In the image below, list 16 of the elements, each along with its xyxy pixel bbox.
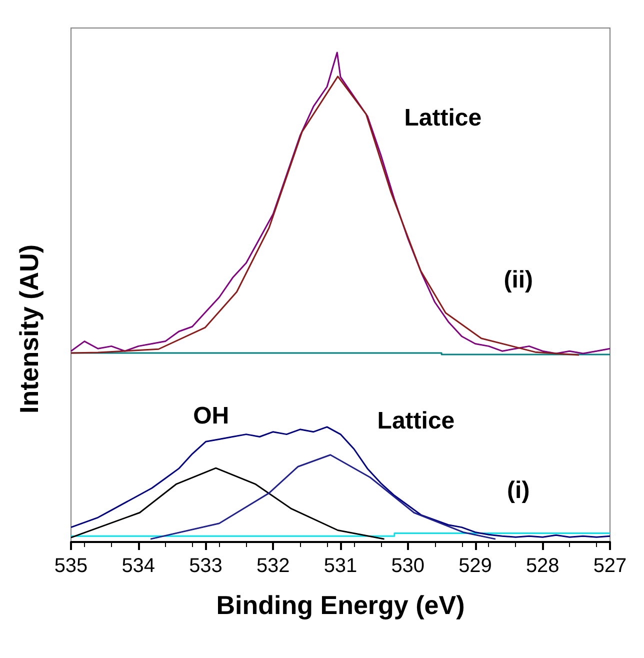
x-tick-label: 532 <box>256 555 290 577</box>
x-tick-label: 530 <box>391 555 425 577</box>
annotation: (ii) <box>504 266 534 294</box>
x-tick-label: 531 <box>324 555 358 577</box>
y-axis-title: Intensity (AU) <box>14 244 44 414</box>
x-tick-label: 534 <box>122 555 156 577</box>
x-tick-label: 535 <box>54 555 88 577</box>
annotation: Lattice <box>404 104 482 132</box>
x-tick-label: 533 <box>189 555 222 577</box>
annotation: OH <box>193 402 230 430</box>
x-axis-title: Binding Energy (eV) <box>216 590 465 620</box>
x-tick-label: 528 <box>526 555 560 577</box>
annotation: (i) <box>507 477 530 504</box>
annotation: Lattice <box>377 408 455 435</box>
x-tick-label: 529 <box>458 555 492 577</box>
x-tick-label: 527 <box>593 555 627 577</box>
